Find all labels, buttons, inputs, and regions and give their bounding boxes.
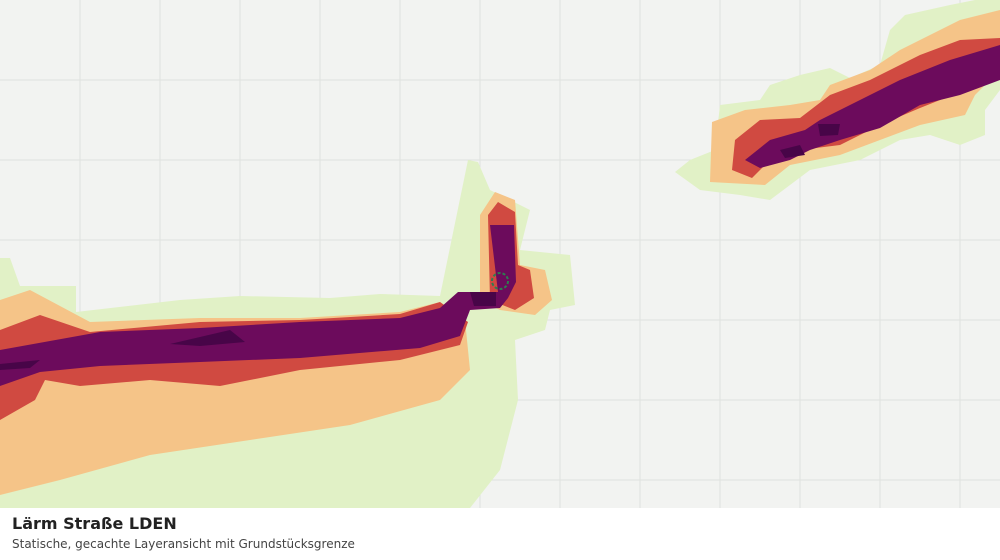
caption-panel: Lärm Straße LDEN Statische, gecachte Lay… [0,508,1000,560]
layer-title: Lärm Straße LDEN [12,514,177,533]
map-view [0,0,1000,508]
noise-layer-left [0,160,575,508]
noise-layer-right [675,0,1000,200]
layer-subtitle: Statische, gecachte Layeransicht mit Gru… [12,537,355,551]
